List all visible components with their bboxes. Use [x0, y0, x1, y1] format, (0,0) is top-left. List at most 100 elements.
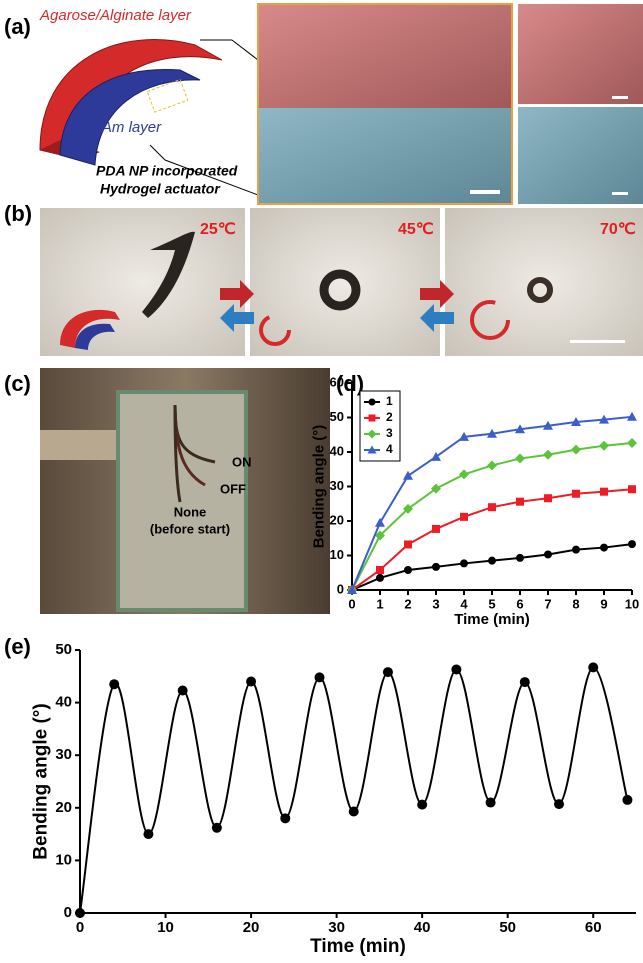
marker: [627, 438, 637, 449]
x-tick-label: 5: [488, 596, 495, 611]
marker: [519, 677, 530, 688]
panel-label: (b): [4, 201, 32, 226]
panel-label: (c): [4, 371, 31, 396]
temperature: 70℃: [600, 221, 636, 238]
y-tick-label: 0: [64, 904, 72, 921]
x-axis-label: Time (min): [454, 611, 530, 628]
y-tick-label: 50: [55, 641, 72, 658]
y-axis-label: Bending angle (°): [31, 703, 52, 859]
marker: [599, 414, 609, 424]
marker: [375, 517, 385, 527]
series-line: [351, 543, 633, 591]
marker: [382, 667, 393, 678]
sem-image: [257, 3, 643, 205]
marker: [403, 503, 413, 514]
y-tick-label: 0: [337, 581, 344, 596]
x-tick-label: 10: [625, 596, 639, 611]
marker: [211, 822, 222, 833]
marker: [554, 799, 565, 810]
marker: [280, 813, 291, 824]
marker: [543, 420, 553, 430]
x-tick-label: 30: [328, 919, 345, 936]
legend-label: 3: [386, 426, 393, 440]
marker: [404, 540, 412, 549]
marker: [627, 411, 637, 421]
marker: [487, 460, 497, 471]
y-tick-label: 40: [330, 443, 344, 458]
legend-marker: [367, 429, 377, 439]
marker: [459, 469, 469, 480]
legend-marker: [368, 414, 376, 422]
marker: [588, 662, 599, 673]
marker: [571, 416, 581, 426]
x-tick-label: 9: [600, 596, 607, 611]
marker: [622, 794, 633, 805]
marker: [451, 664, 462, 675]
y-tick-label: 20: [55, 799, 72, 816]
series-line: [79, 666, 629, 914]
layer-label: Agarose/Alginate layer: [39, 7, 192, 24]
x-tick-label: 6: [516, 596, 523, 611]
x-tick-label: 3: [432, 596, 439, 611]
beaker-photo: [40, 368, 330, 614]
marker: [431, 483, 441, 494]
curve-label: (before start): [150, 521, 230, 536]
marker: [417, 799, 428, 810]
marker: [544, 550, 552, 559]
x-tick-label: 8: [572, 596, 579, 611]
x-tick-label: 0: [76, 919, 84, 936]
marker: [143, 829, 154, 840]
x-tick-label: 60: [585, 919, 602, 936]
legend-marker: [367, 445, 377, 454]
y-tick-label: 50: [330, 409, 344, 424]
caption: Hydrogel actuator: [100, 181, 221, 197]
legend-label: 4: [386, 442, 393, 456]
layer-label: PNIPAm layer: [68, 119, 162, 136]
marker: [543, 449, 553, 460]
caption: PDA NP incorporated: [96, 163, 238, 179]
marker: [516, 553, 524, 562]
x-tick-label: 0: [348, 596, 355, 611]
marker: [109, 679, 120, 690]
legend-label: 1: [386, 394, 393, 408]
marker: [487, 428, 497, 438]
marker: [347, 585, 357, 594]
x-tick-label: 4: [460, 596, 468, 611]
y-axis-label: Bending angle (°): [311, 425, 328, 549]
curve-label: OFF: [220, 481, 246, 496]
panel-label: (e): [4, 634, 31, 659]
marker: [628, 540, 636, 549]
marker: [516, 497, 524, 506]
x-tick-label: 2: [404, 596, 411, 611]
temperature: 25℃: [200, 221, 236, 238]
temperature: 45℃: [398, 221, 434, 238]
marker: [515, 424, 525, 434]
x-tick-label: 50: [499, 919, 516, 936]
marker: [404, 565, 412, 574]
dish-photos: [40, 208, 643, 356]
marker: [600, 487, 608, 496]
marker: [348, 806, 359, 817]
y-tick-label: 20: [330, 512, 344, 527]
marker: [460, 559, 468, 568]
legend-marker: [368, 398, 376, 406]
x-axis-label: Time (min): [310, 936, 406, 957]
marker: [572, 545, 580, 554]
marker: [571, 444, 581, 455]
y-tick-label: 10: [55, 851, 72, 868]
marker: [544, 494, 552, 503]
x-tick-label: 1: [376, 596, 383, 611]
marker: [459, 431, 469, 441]
x-tick-label: 40: [414, 919, 431, 936]
marker: [572, 489, 580, 498]
marker: [460, 512, 468, 521]
panel-label: (a): [4, 14, 31, 39]
y-tick-label: 10: [330, 547, 344, 562]
x-tick-label: 7: [544, 596, 551, 611]
marker: [599, 440, 609, 451]
x-tick-label: 20: [243, 919, 260, 936]
y-tick-label: 30: [55, 746, 72, 763]
y-tick-label: 60: [330, 374, 344, 389]
marker: [628, 485, 636, 494]
